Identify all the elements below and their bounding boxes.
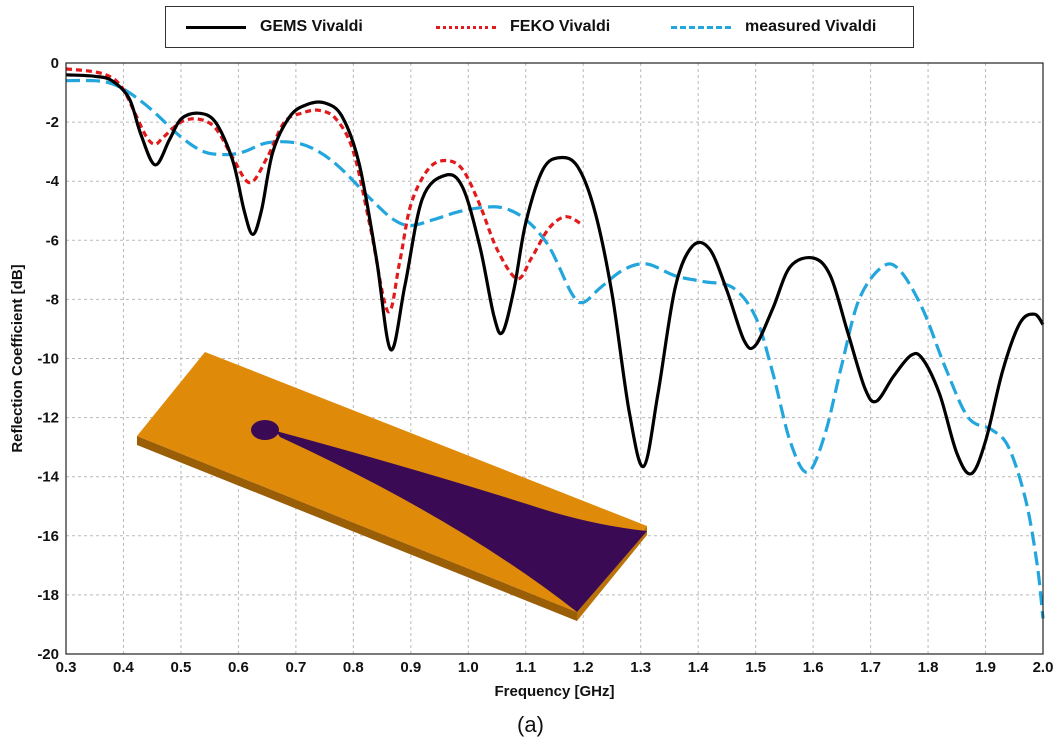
- x-tick-label: 1.9: [975, 659, 996, 676]
- x-tick-label: 1.7: [860, 659, 881, 676]
- antenna-inset: [137, 352, 647, 621]
- x-tick-label: 0.8: [343, 659, 364, 676]
- legend-label-gems: GEMS Vivaldi: [260, 18, 363, 35]
- y-tick-labels: 0 -2 -4 -6 -8 -10 -12 -14 -16 -18 -20: [37, 55, 59, 663]
- series-line-dotted: [65, 67, 585, 314]
- legend-item-feko: FEKO Vivaldi: [436, 7, 610, 47]
- y-tick-label: -18: [37, 587, 59, 604]
- x-tick-label: 1.8: [918, 659, 939, 676]
- x-tick-label: 1.6: [803, 659, 824, 676]
- legend-swatch-feko: [436, 25, 496, 29]
- y-tick-label: -12: [37, 410, 59, 427]
- y-tick-label: -16: [37, 528, 59, 545]
- antenna-taper-slot: [276, 431, 647, 612]
- x-tick-label: 1.4: [688, 659, 710, 676]
- antenna-cavity: [251, 420, 279, 440]
- x-tick-label: 0.3: [56, 659, 77, 676]
- x-tick-label: 1.1: [515, 659, 536, 676]
- y-tick-label: -10: [37, 351, 59, 368]
- x-tick-label: 2.0: [1033, 659, 1054, 676]
- series-line-solid: [65, 73, 1045, 476]
- y-tick-label: -4: [46, 173, 60, 190]
- legend: GEMS Vivaldi FEKO Vivaldi measured Vival…: [165, 6, 914, 48]
- y-tick-label: -2: [46, 114, 59, 131]
- antenna-board-front-edge: [137, 436, 577, 621]
- x-axis-label: Frequency [GHz]: [494, 683, 614, 700]
- plot-frame: [65, 62, 1044, 655]
- x-tick-label: 0.6: [228, 659, 249, 676]
- legend-swatch-gems: [186, 25, 246, 29]
- x-tick-label: 1.2: [573, 659, 594, 676]
- y-tick-label: -14: [37, 469, 59, 486]
- legend-swatch-measured: [671, 25, 731, 29]
- legend-label-feko: FEKO Vivaldi: [510, 18, 611, 35]
- legend-item-measured: measured Vivaldi: [671, 7, 876, 47]
- legend-item-gems: GEMS Vivaldi: [186, 7, 363, 47]
- x-tick-label: 1.5: [745, 659, 766, 676]
- y-tick-label: -8: [46, 291, 59, 308]
- x-tick-label: 0.9: [400, 659, 421, 676]
- x-tick-label: 1.3: [630, 659, 651, 676]
- x-tick-label: 1.0: [458, 659, 479, 676]
- x-tick-label: 0.5: [171, 659, 192, 676]
- y-tick-label: -20: [37, 646, 59, 663]
- y-tick-label: -6: [46, 232, 59, 249]
- figure-caption: (a): [517, 712, 544, 737]
- x-tick-label: 0.4: [113, 659, 135, 676]
- x-tick-labels: 0.3 0.4 0.5 0.6 0.7 0.8 0.9 1.0 1.1 1.2 1.3 1.4 1.5 1…: [56, 659, 1054, 676]
- y-axis-label: Reflection Coefficient [dB]: [9, 264, 26, 452]
- series-lines: [65, 67, 1045, 619]
- series-line-dashed: [65, 78, 1045, 619]
- y-tick-label: 0: [51, 55, 59, 72]
- x-tick-label: 0.7: [285, 659, 306, 676]
- legend-label-measured: measured Vivaldi: [745, 18, 877, 35]
